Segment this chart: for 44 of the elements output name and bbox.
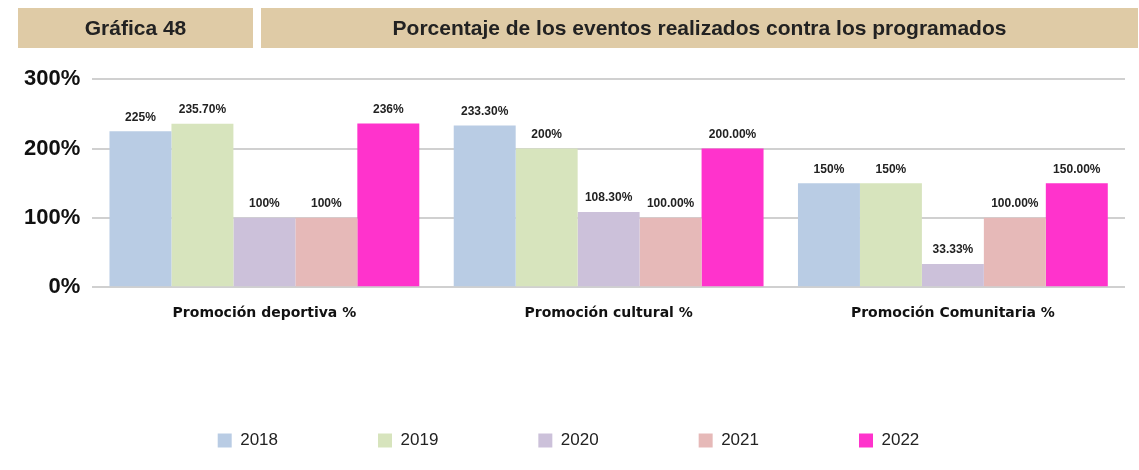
legend-label: 2018 (240, 430, 279, 450)
y-tick-label: 200% (23, 134, 81, 160)
y-tick-label: 0% (48, 273, 81, 299)
data-label: 200% (531, 126, 563, 141)
chart-title: Gráfica 48 (18, 8, 253, 48)
bar (701, 148, 764, 287)
bar (639, 217, 702, 287)
bar (1045, 183, 1108, 287)
bar (233, 217, 296, 287)
data-label: 150.00% (1053, 161, 1101, 176)
data-label: 235.70% (178, 102, 227, 117)
bar (109, 131, 172, 287)
bar (577, 212, 640, 287)
y-tick-label: 100% (23, 203, 81, 229)
data-label: 108.30% (584, 190, 633, 205)
x-tick-label: Promoción deportiva % (172, 304, 357, 321)
bar (921, 264, 984, 287)
bar (515, 148, 578, 287)
bar (357, 123, 420, 287)
data-label: 100.00% (646, 196, 695, 211)
bar (453, 125, 516, 287)
data-label: 236% (372, 101, 404, 116)
x-tick-label: Promoción Comunitaria % (850, 304, 1055, 321)
chart-subtitle: Porcentaje de los eventos realizados contra los programados (261, 8, 1138, 48)
data-label: 150% (813, 161, 845, 176)
bar (797, 183, 860, 287)
bar (983, 217, 1046, 287)
bar (295, 217, 358, 287)
bar (171, 123, 234, 287)
bar (859, 183, 922, 287)
data-label: 200.00% (708, 126, 757, 141)
data-label: 100% (249, 196, 281, 211)
data-label: 33.33% (932, 242, 974, 257)
legend-label: 2022 (881, 430, 920, 450)
x-tick-label: Promoción cultural % (524, 304, 693, 321)
data-label: 100% (311, 196, 343, 211)
legend-label: 2019 (400, 430, 439, 450)
legend-label: 2020 (560, 430, 599, 450)
data-label: 150% (875, 161, 907, 176)
data-label: 100.00% (991, 196, 1039, 211)
y-tick-label: 300% (23, 65, 81, 91)
legend-label: 2021 (721, 430, 759, 450)
data-label: 225% (125, 109, 157, 124)
data-label: 233.30% (461, 103, 509, 118)
